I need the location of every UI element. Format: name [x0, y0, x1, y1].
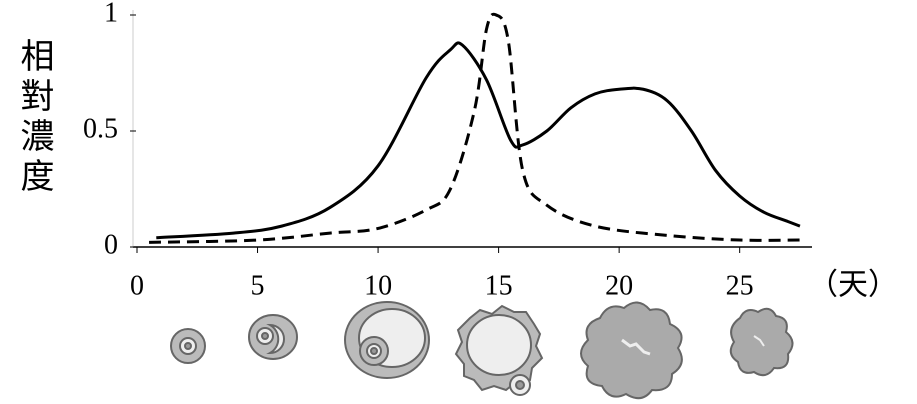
x-tick-label: 20 [605, 270, 633, 301]
x-tick-label: 15 [485, 270, 513, 301]
x-tick-label: 0 [130, 270, 144, 301]
line-series [156, 41, 801, 240]
y-tick-label: 0 [104, 229, 118, 260]
x-axis-unit: （天） [808, 268, 898, 303]
y-tick-label: 1 [104, 0, 118, 28]
x-tick-label: 25 [726, 270, 754, 301]
x-tick-label: 10 [364, 270, 392, 301]
y-axis-label: 相對濃度 [14, 38, 54, 198]
follicle-illustrations [170, 301, 794, 400]
y-tick-label: 0.5 [83, 113, 118, 144]
x-tick-label: 5 [251, 270, 265, 301]
line-series [149, 12, 800, 244]
